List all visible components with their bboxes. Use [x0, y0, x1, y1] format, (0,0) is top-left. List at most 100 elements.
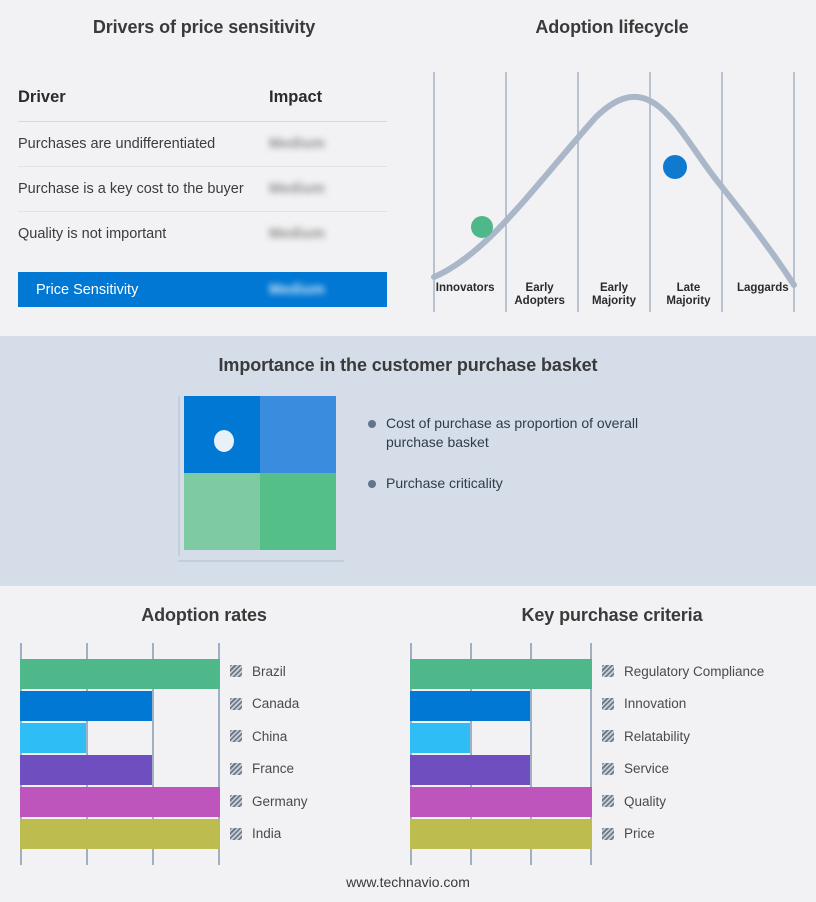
legend-item: India	[230, 818, 400, 851]
table-row: Purchase is a key cost to the buyer Medi…	[18, 166, 387, 212]
table-row: Quality is not important Medium	[18, 212, 387, 257]
lifecycle-panel: Adoption lifecycle Innovators Early Adopt…	[408, 0, 816, 336]
driver-cell: Purchases are undifferentiated	[18, 121, 269, 167]
quadrant-cells	[184, 396, 336, 550]
late-majority-marker[interactable]	[663, 155, 687, 179]
key-purchase-criteria-legend: Regulatory Compliance Innovation Relatab…	[602, 655, 812, 850]
legend-item: Relatability	[602, 720, 812, 753]
bullet-icon	[368, 480, 376, 488]
hatched-swatch-icon	[602, 762, 614, 775]
stage-label-late-majority: Late Majority	[666, 282, 711, 307]
bar-brazil	[20, 659, 220, 689]
legend-item-label: India	[252, 826, 282, 842]
quadrant-x-axis	[178, 560, 344, 562]
legend-item-label: Cost of purchase as proportion of overal…	[386, 415, 639, 450]
price-sensitivity-summary-row: Price Sensitivity Medium	[18, 272, 387, 307]
stage-dividers	[433, 72, 795, 312]
bar-row	[20, 691, 220, 721]
legend-item: Service	[602, 753, 812, 786]
lifecycle-stage-labels: Innovators Early Adopters Early Majority L…	[428, 282, 800, 308]
legend-item-label: Innovation	[624, 696, 687, 712]
quadrant-cell-top-right	[260, 396, 336, 473]
legend-item: Canada	[230, 688, 400, 721]
bar-service	[410, 755, 531, 785]
lifecycle-panel-title: Adoption lifecycle	[535, 17, 689, 37]
legend-item-label: Price	[624, 826, 655, 842]
bar-row	[20, 659, 220, 689]
hatched-swatch-icon	[602, 730, 614, 743]
impact-value-blurred: Medium	[269, 136, 325, 152]
criteria-plot-area	[410, 643, 593, 865]
legend-item: Germany	[230, 785, 400, 818]
bar-germany	[20, 787, 220, 817]
legend-item: France	[230, 753, 400, 786]
impact-value-blurred: Medium	[269, 226, 325, 242]
summary-label: Price Sensitivity	[36, 281, 139, 298]
innovators-marker[interactable]	[471, 216, 493, 238]
driver-cell: Purchase is a key cost to the buyer	[18, 166, 269, 212]
bar-row	[410, 787, 592, 817]
quadrant-y-axis	[178, 396, 180, 556]
bar-row	[410, 755, 592, 785]
bar-regulatory-compliance	[410, 659, 592, 689]
legend-item-label: Purchase criticality	[386, 475, 503, 491]
gridline	[86, 643, 88, 865]
legend-item-label: Relatability	[624, 728, 691, 744]
legend-item-label: Service	[624, 761, 670, 777]
bar-france	[20, 755, 152, 785]
adoption-plot-area	[20, 643, 220, 865]
bar-row	[410, 819, 592, 849]
column-header-driver: Driver	[18, 88, 269, 122]
hatched-swatch-icon	[230, 795, 242, 808]
gridline	[20, 643, 22, 865]
stage-label-early-majority: Early Majority	[591, 282, 637, 307]
quadrant-cell-bottom-right	[260, 473, 336, 550]
adoption-rates-legend: Brazil Canada China France Germany India	[230, 655, 400, 850]
adoption-lifecycle-curve-chart	[431, 72, 797, 312]
impact-cell: Medium	[269, 121, 387, 167]
quadrant-position-marker[interactable]	[214, 430, 234, 452]
drivers-table: Driver Impact Purchases are undifferenti…	[18, 88, 387, 256]
drivers-panel: Drivers of price sensitivity Driver Impa…	[0, 0, 408, 336]
legend-item-label: Germany	[252, 793, 308, 809]
hatched-swatch-icon	[602, 827, 614, 840]
basket-legend: Cost of purchase as proportion of overal…	[368, 414, 668, 515]
stage-label-laggards: Laggards	[736, 282, 789, 294]
key-purchase-criteria-chart	[410, 643, 593, 865]
legend-item: Quality	[602, 785, 812, 818]
hatched-swatch-icon	[230, 697, 242, 710]
legend-item: Innovation	[602, 688, 812, 721]
column-header-impact: Impact	[269, 88, 387, 122]
legend-item-label: Canada	[252, 696, 300, 712]
adoption-rates-chart	[20, 643, 220, 865]
basket-section	[0, 336, 816, 586]
legend-item-label: Regulatory Compliance	[624, 663, 765, 679]
hatched-swatch-icon	[230, 762, 242, 775]
criteria-bars	[410, 659, 592, 849]
legend-item-label: Quality	[624, 793, 667, 809]
stage-label-innovators: Innovators	[435, 282, 495, 294]
legend-item: Regulatory Compliance	[602, 655, 812, 688]
summary-impact-cell: Medium	[269, 281, 387, 299]
legend-item: Purchase criticality	[368, 474, 668, 493]
legend-item: China	[230, 720, 400, 753]
bullet-icon	[368, 420, 376, 428]
basket-panel-title: Importance in the customer purchase bask…	[218, 355, 598, 375]
impact-value-blurred: Medium	[269, 181, 325, 197]
driver-cell: Quality is not important	[18, 226, 167, 242]
hatched-swatch-icon	[602, 665, 614, 678]
bar-india	[20, 819, 220, 849]
hatched-swatch-icon	[230, 827, 242, 840]
hatched-swatch-icon	[602, 795, 614, 808]
bottom-section	[0, 586, 816, 902]
gridline	[530, 643, 533, 865]
bar-row	[410, 723, 592, 753]
legend-item-label: France	[252, 761, 295, 777]
gridline	[218, 643, 220, 865]
gridline	[590, 643, 593, 865]
drivers-panel-title: Drivers of price sensitivity	[92, 17, 316, 37]
bar-row	[20, 723, 220, 753]
bar-relatability	[410, 723, 471, 753]
summary-impact-value-blurred: Medium	[269, 281, 325, 298]
key-purchase-criteria-title: Key purchase criteria	[521, 605, 703, 625]
